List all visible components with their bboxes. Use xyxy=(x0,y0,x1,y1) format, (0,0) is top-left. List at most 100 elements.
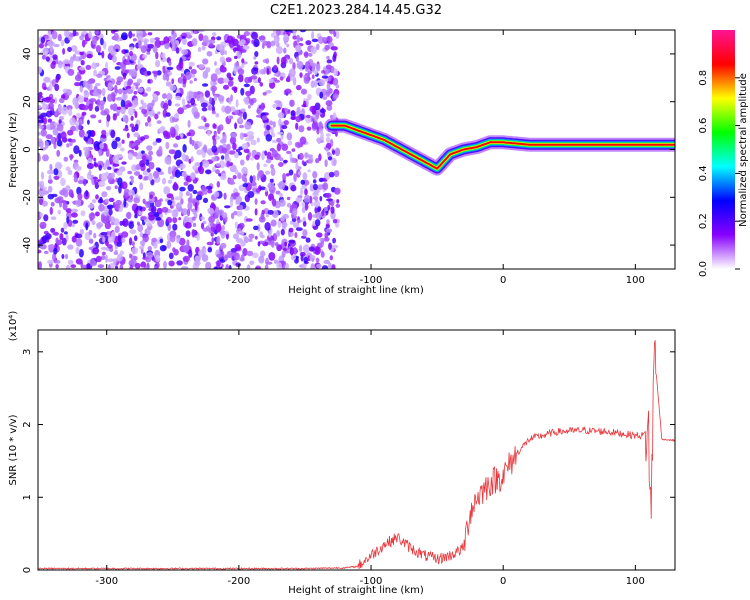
spectrogram-noise-cell xyxy=(161,206,169,213)
spectrogram-noise-cell xyxy=(295,197,303,203)
spectrogram-noise-cell xyxy=(54,97,58,105)
spectrogram-noise-cell xyxy=(210,73,218,82)
spectrogram-noise-cell xyxy=(77,179,84,185)
spectrogram-noise-cell xyxy=(173,181,178,190)
spectrogram-noise-cell xyxy=(166,92,173,102)
spectrogram-noise-cell xyxy=(49,44,53,53)
spectrogram-noise-cell xyxy=(319,91,324,99)
spectrogram-noise-cell xyxy=(162,93,167,99)
spectrogram-noise-cell xyxy=(112,155,120,164)
spectrogram-noise-cell xyxy=(216,163,221,167)
spectrogram-noise-cell xyxy=(330,46,338,51)
spectrogram-noise-cell xyxy=(234,109,240,115)
spectrogram-noise-cell xyxy=(129,229,137,235)
spectrogram-noise-cell xyxy=(261,209,265,215)
spectrogram-noise-cell xyxy=(207,130,211,136)
spectrogram-noise-cell xyxy=(319,195,323,202)
spectrogram-noise-cell xyxy=(112,55,117,63)
spectrogram-noise-cell xyxy=(161,52,166,59)
spectrogram-noise-cell xyxy=(268,252,276,261)
spectrogram-noise-cell xyxy=(187,184,194,192)
spectrogram-noise-cell xyxy=(157,218,165,228)
spectrogram-noise-cell xyxy=(325,192,332,199)
spectrogram-noise-cell xyxy=(45,134,53,140)
spectrogram-noise-cell xyxy=(99,196,103,203)
spectrogram-noise-cell xyxy=(287,230,294,238)
spectrogram-noise-cell xyxy=(79,119,83,124)
spectrogram-noise-cell xyxy=(137,221,140,226)
spectrogram-noise-cell xyxy=(275,106,281,111)
spectrogram-noise-cell xyxy=(98,180,106,187)
spectrogram-noise-cell xyxy=(210,222,215,228)
spectrogram-noise-cell xyxy=(65,208,72,214)
spectrogram-noise-cell xyxy=(283,34,289,38)
spectrogram-noise-cell xyxy=(206,241,214,246)
spectrogram-noise-cell xyxy=(270,167,276,177)
spectrogram-noise-cell xyxy=(273,259,278,264)
spectrogram-noise-cell xyxy=(276,143,282,152)
spectrogram-noise-cell xyxy=(221,224,225,232)
spectrogram-noise-cell xyxy=(315,219,321,227)
spectrogram-noise-cell xyxy=(88,229,93,236)
spectrogram-noise-cell xyxy=(325,91,331,97)
spectrogram-noise-cell xyxy=(104,172,109,176)
colorbar-tick-label: 0.8 xyxy=(698,70,709,86)
x-tick-label: -100 xyxy=(360,576,383,587)
x-tick-label: -200 xyxy=(228,275,251,286)
spectrogram-noise-cell xyxy=(95,211,100,217)
spectrogram-noise-cell xyxy=(152,70,159,75)
spectrogram-noise-cell xyxy=(300,254,304,262)
spectrogram-noise-cell xyxy=(127,102,133,107)
spectrogram-noise-cell xyxy=(78,149,82,157)
spectrogram-noise-cell xyxy=(98,119,102,124)
spectrogram-noise-cell xyxy=(288,239,296,244)
spectrogram-noise-cell xyxy=(191,228,196,238)
spectrogram-noise-cell xyxy=(241,58,245,64)
spectrogram-noise-cell xyxy=(127,80,132,88)
spectrogram-noise-cell xyxy=(147,32,153,36)
spectrogram-noise-cell xyxy=(244,76,250,84)
spectrogram-noise-cell xyxy=(115,136,121,142)
spectrogram-noise-cell xyxy=(325,64,332,70)
spectrogram-noise-cell xyxy=(274,100,281,104)
spectrogram-noise-cell xyxy=(220,242,227,249)
spectrogram-noise-cell xyxy=(95,194,99,200)
spectrogram-noise-cell xyxy=(202,70,209,79)
spectrogram-noise-cell xyxy=(155,254,161,263)
spectrogram-noise-cell xyxy=(190,73,196,78)
spectrogram-noise-cell xyxy=(95,45,102,53)
spectrogram-noise-cell xyxy=(309,254,316,262)
spectrogram-noise-cell xyxy=(107,166,112,170)
spectrogram-noise-cell xyxy=(193,30,198,35)
spectrogram-noise-cell xyxy=(329,200,335,207)
spectrogram-noise-cell xyxy=(106,114,111,122)
spectrogram-noise-cell xyxy=(275,190,281,195)
spectrogram-noise-cell xyxy=(233,252,240,261)
spectrogram-noise-cell xyxy=(313,200,321,208)
spectrogram-noise-cell xyxy=(167,179,172,184)
colorbar-tick-label: 0.6 xyxy=(698,118,709,134)
y-tick-label: 2 xyxy=(22,421,33,427)
spectrogram-noise-cell xyxy=(213,191,220,198)
spectrogram-noise-cell xyxy=(334,187,341,195)
spectrogram-noise-cell xyxy=(54,161,62,171)
spectrogram-noise-cell xyxy=(302,229,308,237)
spectrogram-noise-cell xyxy=(245,218,253,222)
spectrogram-noise-cell xyxy=(101,191,108,198)
spectrogram-noise-cell xyxy=(146,145,153,151)
spectrogram-noise-cell xyxy=(95,255,102,263)
spectrogram-noise-cell xyxy=(242,45,250,50)
spectrogram-noise-cell xyxy=(300,88,308,95)
spectrogram-noise-cell xyxy=(285,263,289,269)
spectrogram-noise-cell xyxy=(154,113,159,120)
spectrogram-noise-cell xyxy=(62,48,66,55)
spectrogram-noise-cell xyxy=(253,38,260,47)
spectrogram-noise-cell xyxy=(106,186,112,191)
spectrogram-noise-cell xyxy=(317,36,324,44)
spectrogram-noise-cell xyxy=(333,170,340,178)
spectrogram-noise-cell xyxy=(131,126,136,133)
spectrogram-noise-cell xyxy=(139,245,145,250)
spectrogram-noise-cell xyxy=(270,239,275,248)
spectrogram-noise-cell xyxy=(75,258,83,265)
